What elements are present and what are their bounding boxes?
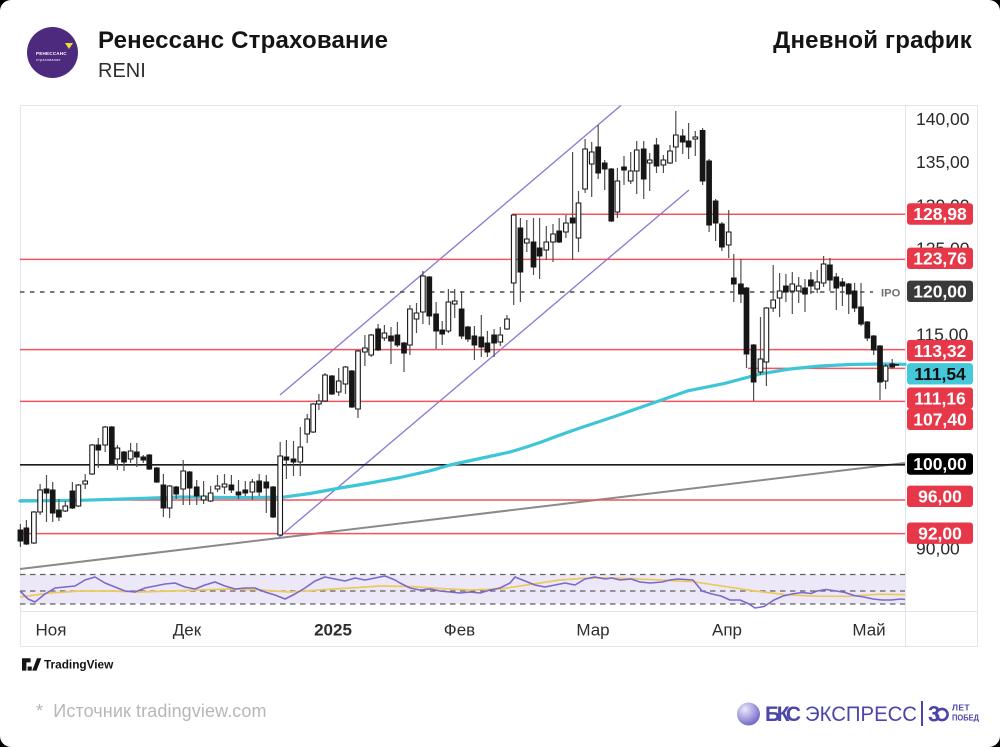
svg-text:111,16: 111,16 — [914, 388, 966, 408]
svg-text:Дек: Дек — [173, 621, 202, 640]
svg-text:IPO: IPO — [881, 288, 901, 300]
svg-text:123,76: 123,76 — [913, 249, 967, 269]
svg-text:140,00: 140,00 — [916, 109, 970, 129]
svg-text:ЛЕТ: ЛЕТ — [952, 703, 970, 713]
svg-text:92,00: 92,00 — [918, 523, 962, 543]
svg-text:120,00: 120,00 — [913, 282, 967, 302]
svg-text:2025: 2025 — [314, 621, 352, 640]
svg-text:135,00: 135,00 — [916, 152, 970, 172]
svg-text:Май: Май — [852, 621, 885, 640]
svg-text:111,54: 111,54 — [914, 364, 966, 384]
svg-text:128,98: 128,98 — [913, 204, 967, 224]
svg-text:БКС: БКС — [765, 703, 801, 726]
svg-text:115,00: 115,00 — [916, 325, 968, 345]
svg-text:ЭКСПРЕСС: ЭКСПРЕСС — [805, 703, 917, 726]
svg-text:Апр: Апр — [712, 621, 742, 640]
svg-text:96,00: 96,00 — [918, 487, 962, 507]
svg-text:Мар: Мар — [576, 621, 609, 640]
svg-text:Ноя: Ноя — [36, 621, 67, 640]
svg-text:3: 3 — [928, 702, 940, 727]
svg-text:TradingView: TradingView — [44, 658, 114, 672]
svg-text:107,40: 107,40 — [913, 410, 967, 430]
svg-text:100,00: 100,00 — [913, 454, 967, 474]
svg-text:113,32: 113,32 — [914, 341, 967, 361]
svg-text:ПОБЕД: ПОБЕД — [952, 713, 979, 723]
svg-text:Фев: Фев — [444, 621, 475, 640]
